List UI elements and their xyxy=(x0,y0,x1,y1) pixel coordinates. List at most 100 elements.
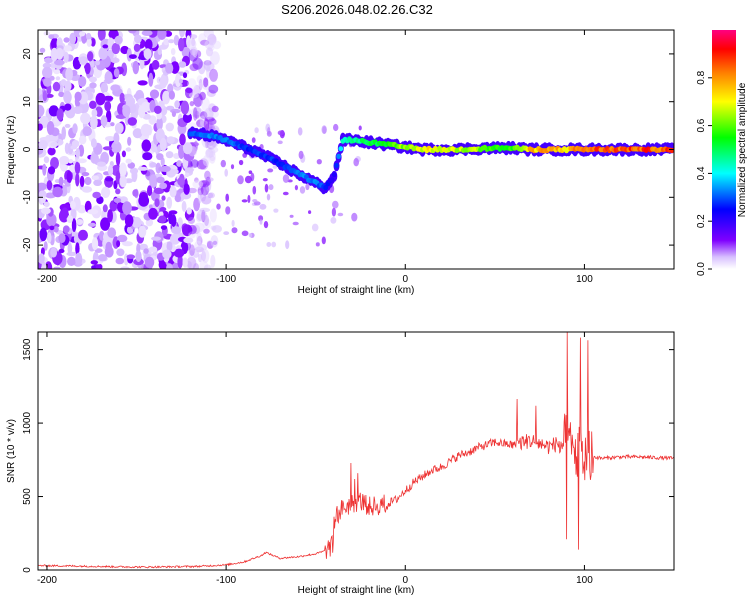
heatmap-blob xyxy=(179,30,185,38)
heatmap-blob xyxy=(113,132,120,144)
y-tick-label: 0 xyxy=(22,567,33,573)
heatmap-blob xyxy=(65,108,76,119)
heatmap-blob xyxy=(315,242,320,247)
y-tick-label: 20 xyxy=(22,48,33,60)
heatmap-blob xyxy=(114,122,124,134)
heatmap-blob xyxy=(53,266,61,269)
heatmap-blob xyxy=(81,172,90,177)
heatmap-blob xyxy=(180,100,190,115)
x-tick-label: 100 xyxy=(576,274,593,285)
heatmap-blob xyxy=(119,175,127,188)
heatmap-blob xyxy=(91,265,96,269)
heatmap-blob xyxy=(134,34,142,44)
heatmap-blob xyxy=(253,201,261,206)
heatmap-blob xyxy=(133,43,141,53)
heatmap-blob xyxy=(73,106,83,114)
heatmap-blob xyxy=(148,72,154,87)
heatmap-blob xyxy=(177,188,186,193)
heatmap-blob xyxy=(38,123,43,131)
heatmap-blob xyxy=(84,62,91,75)
heatmap-blob xyxy=(189,244,195,256)
heatmap-blob xyxy=(63,37,70,43)
heatmap-blob xyxy=(132,60,140,75)
heatmap-blob xyxy=(299,186,306,194)
heatmap-blob xyxy=(142,152,153,161)
heatmap-blob xyxy=(202,155,210,167)
heatmap-blob xyxy=(39,47,46,53)
heatmap-blob xyxy=(41,265,48,269)
heatmap-blob xyxy=(98,47,108,60)
heatmap-blob xyxy=(168,39,175,44)
heatmap-blob xyxy=(82,126,92,137)
snr-frame xyxy=(37,331,675,571)
heatmap-blob xyxy=(50,247,57,258)
heatmap-blob xyxy=(144,39,153,51)
heatmap-blob xyxy=(277,130,285,136)
heatmap-blob xyxy=(126,254,136,259)
heatmap-blob xyxy=(163,38,170,46)
heatmap-blob xyxy=(52,81,61,92)
heatmap-blob xyxy=(153,187,165,194)
heatmap-blob xyxy=(58,248,65,254)
heatmap-blob xyxy=(148,246,158,253)
heatmap-blob xyxy=(86,32,92,40)
heatmap-blob xyxy=(158,215,167,224)
heatmap-blob xyxy=(46,180,53,191)
heatmap-blob xyxy=(154,198,160,208)
heatmap-blob xyxy=(68,158,74,164)
heatmap-blob xyxy=(66,215,74,223)
heatmap-blob xyxy=(43,77,52,87)
heatmap-blob xyxy=(156,176,165,184)
colorbar-tick-label: 0.2 xyxy=(696,214,707,228)
heatmap-blob xyxy=(190,159,199,168)
heatmap-blob xyxy=(111,42,121,55)
spectrogram-title: S206.2026.048.02.26.C32 xyxy=(281,2,433,17)
heatmap-blob xyxy=(145,218,154,227)
colorbar-label: Normalized spectral amplitude xyxy=(737,82,748,217)
heatmap-blob xyxy=(79,175,85,188)
heatmap-blob xyxy=(182,142,193,155)
heatmap-blob xyxy=(159,137,167,152)
heatmap-blob xyxy=(141,30,153,36)
colorbar-gradient xyxy=(712,30,736,269)
heatmap-blob xyxy=(251,137,256,143)
heatmap-blob xyxy=(178,37,185,52)
heatmap-blob xyxy=(248,170,253,174)
heatmap-blob xyxy=(203,228,210,234)
heatmap-blob xyxy=(143,48,152,60)
heatmap-blob xyxy=(133,93,143,99)
heatmap-blob xyxy=(116,240,121,248)
heatmap-blob xyxy=(99,230,105,241)
heatmap-blob xyxy=(50,47,59,61)
heatmap-blob xyxy=(104,100,112,112)
heatmap-blob xyxy=(225,206,231,215)
heatmap-blob xyxy=(128,54,137,59)
heatmap-blob xyxy=(102,44,109,49)
heatmap-blob xyxy=(179,133,186,146)
heatmap-blob xyxy=(308,210,312,215)
heatmap-blob xyxy=(171,214,177,228)
heatmap-blob xyxy=(47,166,56,175)
heatmap-blob xyxy=(97,30,106,41)
heatmap-blob xyxy=(187,187,197,194)
heatmap-blob xyxy=(76,219,84,225)
heatmap-blob xyxy=(90,260,99,265)
heatmap-blob xyxy=(337,212,344,217)
heatmap-blob xyxy=(137,80,148,86)
heatmap-blob xyxy=(174,100,180,109)
heatmap-blob xyxy=(181,200,187,212)
heatmap-blob xyxy=(321,125,327,134)
heatmap-blob xyxy=(185,172,190,178)
heatmap-blob xyxy=(159,75,168,89)
heatmap-blob xyxy=(74,91,82,102)
heatmap-blob xyxy=(42,163,47,176)
heatmap-blob xyxy=(156,153,164,161)
heatmap-blob xyxy=(277,140,283,145)
y-tick-label: 1500 xyxy=(22,338,33,361)
heatmap-blob xyxy=(230,164,235,170)
heatmap-blob xyxy=(72,123,78,134)
spectrogram-xlabel: Height of straight line (km) xyxy=(298,285,415,296)
heatmap-blob xyxy=(64,182,71,187)
heatmap-blob xyxy=(237,175,244,185)
heatmap-blob xyxy=(187,39,197,50)
